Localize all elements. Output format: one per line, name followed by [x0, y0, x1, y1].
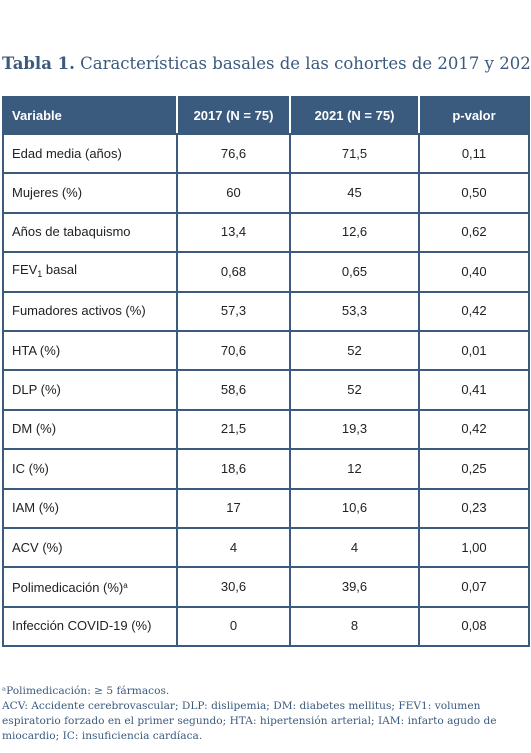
- cell-2017: 18,6: [176, 448, 291, 490]
- header-2021: 2021 (N = 75): [289, 96, 420, 135]
- cell-2021: 12,6: [289, 211, 420, 254]
- variable-label: Edad media (años): [12, 145, 122, 161]
- cell-2017: 0: [176, 605, 291, 648]
- table-title-label: Tabla 1.: [2, 54, 75, 73]
- table-row: Polimedicación (%)a 30,6 39,6 0,07: [2, 566, 530, 608]
- header-variable: Variable: [2, 96, 178, 135]
- cell-p-value: 0,42: [418, 290, 530, 332]
- cell-variable: IAM (%): [2, 487, 178, 529]
- cell-p-value: 0,50: [418, 172, 530, 214]
- table-row: Mujeres (%) 60 45 0,50: [2, 172, 530, 214]
- cell-variable: FEV1 basal: [2, 251, 178, 293]
- variable-label: ACV (%): [12, 539, 63, 555]
- variable-label: Fumadores activos (%): [12, 303, 146, 319]
- table-title-text: Características basales de las cohortes …: [80, 54, 531, 73]
- variable-suffix: basal: [42, 261, 78, 277]
- cell-2021: 52: [289, 329, 420, 372]
- cell-p-value: 0,01: [418, 329, 530, 372]
- variable-label: Años de tabaquismo: [12, 224, 131, 240]
- cell-2017: 30,6: [176, 566, 291, 608]
- cell-p-value: 1,00: [418, 526, 530, 569]
- cell-p-value: 0,42: [418, 408, 530, 451]
- cell-2017: 60: [176, 172, 291, 214]
- cell-2021: 39,6: [289, 566, 420, 608]
- cell-p-value: 0,08: [418, 605, 530, 648]
- table-row: Años de tabaquismo 13,4 12,6 0,62: [2, 211, 530, 254]
- header-2017: 2017 (N = 75): [176, 96, 291, 135]
- variable-label: Infección COVID-19 (%): [12, 618, 152, 634]
- cell-2021: 52: [289, 369, 420, 411]
- table-row: IAM (%) 17 10,6 0,23: [2, 487, 530, 529]
- cell-variable: IC (%): [2, 448, 178, 490]
- cell-variable: Mujeres (%): [2, 172, 178, 214]
- variable-subscript: 1: [37, 268, 43, 279]
- variable-label: Mujeres (%): [12, 185, 83, 201]
- cell-p-value: 0,07: [418, 566, 530, 608]
- table-row: DM (%) 21,5 19,3 0,42: [2, 408, 530, 451]
- cell-2017: 17: [176, 487, 291, 529]
- cell-p-value: 0,41: [418, 369, 530, 411]
- cell-2021: 45: [289, 172, 420, 214]
- cell-2021: 8: [289, 605, 420, 648]
- cell-p-value: 0,11: [418, 132, 530, 175]
- cell-2017: 70,6: [176, 329, 291, 372]
- table-row: Infección COVID-19 (%) 0 8 0,08: [2, 605, 530, 648]
- cell-2017: 58,6: [176, 369, 291, 411]
- table-row: Fumadores activos (%) 57,3 53,3 0,42: [2, 290, 530, 332]
- cell-2021: 53,3: [289, 290, 420, 332]
- variable-label: IC (%): [12, 460, 49, 476]
- cell-p-value: 0,23: [418, 487, 530, 529]
- cell-2017: 21,5: [176, 408, 291, 451]
- table-row: FEV1 basal 0,68 0,65 0,40: [2, 251, 530, 293]
- cell-variable: ACV (%): [2, 526, 178, 569]
- cell-2017: 4: [176, 526, 291, 569]
- variable-label: DLP (%): [12, 382, 61, 398]
- table-footnotes: ᵃPolimedicación: ≥ 5 fármacos. ACV: Acci…: [2, 684, 522, 744]
- table-row: IC (%) 18,6 12 0,25: [2, 448, 530, 490]
- footnote-polimedicacion: ᵃPolimedicación: ≥ 5 fármacos.: [2, 685, 170, 697]
- cell-2021: 0,65: [289, 251, 420, 293]
- variable-label: FEV: [12, 261, 38, 277]
- table-row: Edad media (años) 76,6 71,5 0,11: [2, 132, 530, 175]
- cell-p-value: 0,40: [418, 251, 530, 293]
- footnote-abbreviations: ACV: Accidente cerebrovascular; DLP: dis…: [2, 700, 497, 742]
- variable-label: DM (%): [12, 421, 57, 437]
- table-row: DLP (%) 58,6 52 0,41: [2, 369, 530, 411]
- cell-2021: 19,3: [289, 408, 420, 451]
- variable-label: Polimedicación (%): [12, 579, 124, 595]
- cell-variable: Infección COVID-19 (%): [2, 605, 178, 648]
- table-header-row: Variable 2017 (N = 75) 2021 (N = 75) p-v…: [2, 96, 530, 135]
- cell-variable: Edad media (años): [2, 132, 178, 175]
- cell-2017: 57,3: [176, 290, 291, 332]
- table-row: HTA (%) 70,6 52 0,01: [2, 329, 530, 372]
- table-body: Edad media (años) 76,6 71,5 0,11 Mujeres (%)…: [2, 132, 530, 648]
- header-p-value: p-valor: [418, 96, 530, 135]
- cell-2021: 71,5: [289, 132, 420, 175]
- variable-label: HTA (%): [12, 342, 61, 358]
- cell-2021: 4: [289, 526, 420, 569]
- cell-2017: 0,68: [176, 251, 291, 293]
- cell-variable: Años de tabaquismo: [2, 211, 178, 254]
- cell-p-value: 0,25: [418, 448, 530, 490]
- variable-label: IAM (%): [12, 500, 59, 516]
- cell-variable: DLP (%): [2, 369, 178, 411]
- cell-variable: Polimedicación (%)a: [2, 566, 178, 608]
- cell-2017: 13,4: [176, 211, 291, 254]
- baseline-characteristics-table: Variable 2017 (N = 75) 2021 (N = 75) p-v…: [2, 96, 530, 648]
- cell-variable: Fumadores activos (%): [2, 290, 178, 332]
- cell-2017: 76,6: [176, 132, 291, 175]
- cell-variable: DM (%): [2, 408, 178, 451]
- table-title: Tabla 1. Características basales de las …: [2, 54, 531, 73]
- cell-2021: 10,6: [289, 487, 420, 529]
- cell-p-value: 0,62: [418, 211, 530, 254]
- cell-2021: 12: [289, 448, 420, 490]
- table-row: ACV (%) 4 4 1,00: [2, 526, 530, 569]
- cell-variable: HTA (%): [2, 329, 178, 372]
- variable-superscript: a: [123, 580, 128, 590]
